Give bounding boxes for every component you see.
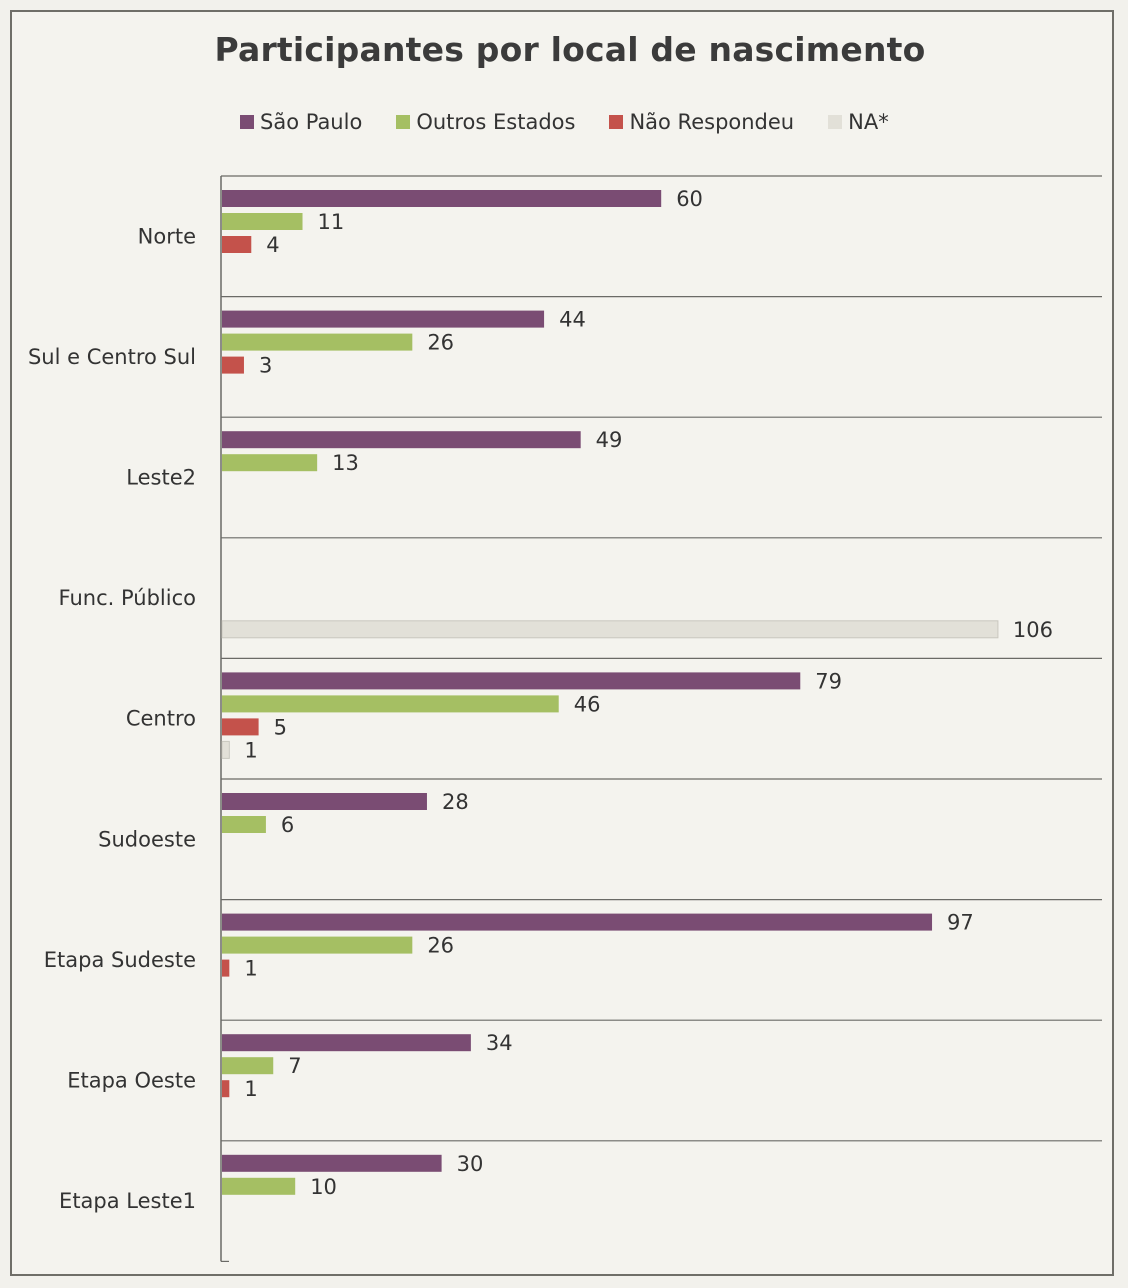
data-label-sao-paulo-sudoeste: 28 bbox=[442, 790, 469, 814]
chart-title: Participantes por local de nascimento bbox=[214, 30, 926, 69]
legend-swatch-nao-respondeu bbox=[609, 115, 624, 129]
bar-sao-paulo-sul-e-centro-sul bbox=[222, 310, 545, 328]
bar-nao-respondeu-norte bbox=[222, 236, 252, 253]
legend-label-na: NA* bbox=[848, 110, 889, 134]
data-label-sao-paulo-etapa-sudeste: 97 bbox=[947, 911, 974, 935]
data-label-nao-respondeu-sul-e-centro-sul: 3 bbox=[259, 354, 272, 378]
bar-nao-respondeu-etapa-sudeste bbox=[222, 959, 230, 977]
category-label-leste2: Leste2 bbox=[126, 466, 196, 490]
bar-outros-estados-sudoeste bbox=[222, 816, 266, 833]
category-label-sul-e-centro-sul: Sul e Centro Sul bbox=[28, 345, 196, 369]
bar-na-func-publico bbox=[221, 620, 999, 639]
legend-swatch-outros-estados bbox=[396, 115, 411, 129]
data-label-sao-paulo-etapa-oeste: 34 bbox=[486, 1031, 513, 1055]
data-label-nao-respondeu-norte: 4 bbox=[266, 233, 279, 257]
legend-item-sao-paulo: São Paulo bbox=[240, 110, 362, 134]
data-label-outros-estados-norte: 11 bbox=[318, 210, 345, 234]
legend-swatch-na bbox=[828, 115, 843, 129]
bar-outros-estados-leste2 bbox=[222, 454, 318, 472]
bar-outros-estados-centro bbox=[222, 695, 559, 713]
data-label-na-func-publico: 106 bbox=[1013, 618, 1053, 642]
chart-frame bbox=[10, 10, 1114, 1276]
bar-sao-paulo-norte bbox=[222, 190, 662, 207]
bar-outros-estados-etapa-leste1 bbox=[222, 1177, 296, 1195]
data-label-sao-paulo-norte: 60 bbox=[676, 187, 703, 211]
data-label-sao-paulo-leste2: 49 bbox=[596, 428, 623, 452]
data-label-nao-respondeu-etapa-sudeste: 1 bbox=[244, 957, 257, 981]
data-label-outros-estados-etapa-sudeste: 26 bbox=[427, 934, 454, 958]
bar-nao-respondeu-etapa-oeste bbox=[222, 1080, 230, 1098]
category-label-etapa-oeste: Etapa Oeste bbox=[67, 1069, 196, 1093]
bar-outros-estados-norte bbox=[222, 213, 303, 230]
data-label-outros-estados-centro: 46 bbox=[574, 692, 601, 716]
category-label-etapa-leste1: Etapa Leste1 bbox=[59, 1189, 196, 1213]
data-label-outros-estados-sudoeste: 6 bbox=[281, 813, 294, 837]
bar-outros-estados-etapa-oeste bbox=[222, 1057, 274, 1075]
bar-nao-respondeu-sul-e-centro-sul bbox=[222, 356, 244, 374]
legend-label-sao-paulo: São Paulo bbox=[260, 110, 363, 134]
bar-sao-paulo-etapa-leste1 bbox=[222, 1154, 442, 1172]
legend-item-na: NA* bbox=[828, 110, 889, 134]
legend-item-outros-estados: Outros Estados bbox=[396, 110, 575, 134]
bar-sao-paulo-leste2 bbox=[222, 431, 581, 449]
legend-label-nao-respondeu: Não Respondeu bbox=[629, 110, 795, 134]
category-label-centro: Centro bbox=[126, 707, 196, 731]
data-label-na-centro: 1 bbox=[244, 738, 257, 762]
legend-label-outros-estados: Outros Estados bbox=[416, 110, 576, 134]
category-label-func-publico: Func. Público bbox=[59, 586, 196, 610]
bar-sao-paulo-etapa-sudeste bbox=[222, 913, 933, 931]
bar-nao-respondeu-centro bbox=[222, 718, 259, 736]
chart-legend: São Paulo Outros Estados Não Respondeu N… bbox=[240, 108, 923, 136]
bar-outros-estados-etapa-sudeste bbox=[222, 936, 413, 954]
data-label-outros-estados-sul-e-centro-sul: 26 bbox=[427, 331, 454, 355]
legend-item-nao-respondeu: Não Respondeu bbox=[609, 110, 794, 134]
category-label-norte: Norte bbox=[138, 224, 196, 248]
data-label-sao-paulo-sul-e-centro-sul: 44 bbox=[559, 308, 586, 332]
bar-outros-estados-sul-e-centro-sul bbox=[222, 333, 413, 351]
data-label-nao-respondeu-centro: 5 bbox=[274, 715, 287, 739]
bar-sao-paulo-sudoeste bbox=[222, 793, 427, 810]
data-label-sao-paulo-etapa-leste1: 30 bbox=[457, 1152, 484, 1176]
data-label-outros-estados-leste2: 13 bbox=[332, 451, 359, 475]
bar-sao-paulo-etapa-oeste bbox=[222, 1034, 471, 1052]
category-label-sudoeste: Sudoeste bbox=[98, 827, 196, 851]
data-label-outros-estados-etapa-leste1: 10 bbox=[310, 1175, 337, 1199]
bar-sao-paulo-centro bbox=[222, 672, 801, 690]
bar-na-centro bbox=[221, 740, 230, 759]
legend-swatch-sao-paulo bbox=[240, 115, 254, 129]
category-label-etapa-sudeste: Etapa Sudeste bbox=[44, 948, 196, 972]
data-label-outros-estados-etapa-oeste: 7 bbox=[288, 1054, 301, 1078]
data-label-sao-paulo-centro: 79 bbox=[815, 669, 842, 693]
data-label-nao-respondeu-etapa-oeste: 1 bbox=[244, 1077, 257, 1101]
